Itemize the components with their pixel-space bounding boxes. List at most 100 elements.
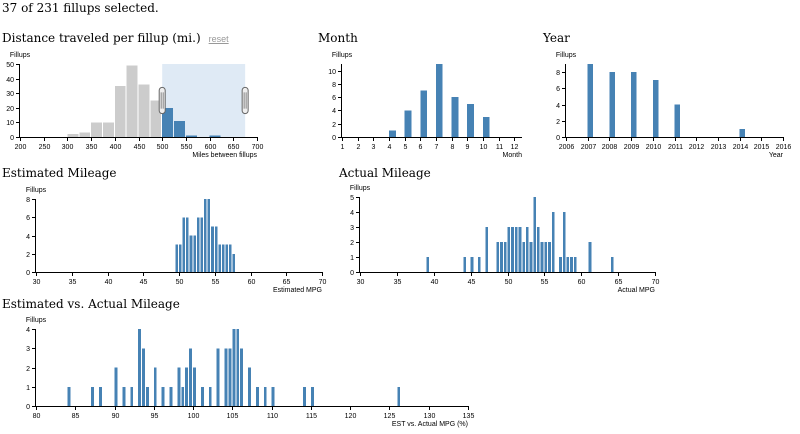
x-tick-label: 125 (384, 413, 396, 420)
bar (525, 227, 529, 272)
y-tick-label: 8 (332, 82, 336, 89)
bar (514, 227, 518, 272)
bar (207, 199, 211, 272)
bar (185, 135, 197, 137)
bar (467, 103, 475, 137)
chart-title-actual: Actual Mileage (339, 166, 431, 180)
x-tick-label: 30 (33, 279, 41, 286)
x-tick-label: 500 (157, 144, 169, 151)
bar (652, 80, 659, 137)
bar (228, 348, 232, 406)
x-tick-label: 65 (615, 279, 623, 286)
bar (153, 367, 157, 406)
x-tick-label: 2014 (733, 144, 749, 151)
bar (271, 386, 275, 406)
x-tick-label: 2012 (689, 144, 705, 151)
y-tick-label: 3 (26, 346, 30, 353)
brush-handle[interactable] (241, 86, 249, 115)
bar (739, 128, 746, 137)
bar (90, 386, 94, 406)
x-tick-label: 2006 (559, 144, 575, 151)
bar (522, 242, 525, 272)
x-tick-label: 650 (228, 144, 240, 151)
bar (248, 367, 251, 406)
x-tick-label: 45 (140, 279, 148, 286)
x-tick-label: 350 (86, 144, 98, 151)
bar (255, 386, 259, 406)
bar (130, 386, 134, 406)
year-chart[interactable]: 2006 2007 2008 2009 2010 2011 2012 2013 2014 2015… (550, 48, 792, 163)
bar (225, 244, 229, 272)
x-tick-label: 200 (15, 144, 27, 151)
x-tick-label: 700 (252, 144, 264, 151)
bar (189, 235, 193, 272)
x-tick-label: 2010 (646, 144, 662, 151)
x-tick-label: 2013 (711, 144, 727, 151)
bar (209, 135, 221, 137)
x-tick-label: 60 (248, 279, 256, 286)
x-tick-label: 30 (357, 279, 365, 286)
bar (122, 386, 126, 406)
y-tick-label: 4 (26, 327, 30, 334)
brush-handle[interactable] (158, 86, 166, 115)
bar (175, 244, 178, 272)
chart-title-year: Year (543, 31, 570, 45)
x-tick-label: 105 (227, 413, 239, 420)
x-axis-label: Estimated MPG (273, 287, 322, 294)
bar (544, 242, 548, 272)
x-tick-label: 12 (511, 144, 519, 151)
selection-status: 37 of 231 fillups selected. (2, 1, 159, 15)
bar (232, 329, 236, 406)
x-tick-label: 120 (345, 413, 357, 420)
x-tick-label: 40 (431, 279, 439, 286)
bar (562, 212, 566, 272)
x-tick-label: 11 (496, 144, 503, 151)
x-tick-label: 9 (466, 144, 470, 151)
y-axis-label: Fillups (350, 185, 371, 192)
x-tick-label: 300 (62, 144, 74, 151)
bar (229, 244, 232, 272)
bar (500, 242, 503, 272)
x-tick-label: 2016 (776, 144, 792, 151)
x-tick-label: 55 (212, 279, 220, 286)
bar (138, 329, 142, 406)
y-tick-label: 8 (26, 197, 30, 204)
bar (218, 244, 221, 272)
bar-background (67, 134, 79, 137)
bar (145, 386, 149, 406)
bar (303, 386, 306, 406)
bar (470, 257, 474, 272)
bar (142, 348, 145, 406)
y-tick-label: 2 (350, 240, 354, 247)
x-tick-label: 400 (110, 144, 122, 151)
y-tick-label: 2 (332, 122, 336, 129)
bar (67, 386, 71, 406)
x-tick-label: 2008 (602, 144, 618, 151)
x-tick-label: 95 (151, 413, 159, 420)
y-tick-label: 2 (26, 366, 30, 373)
bar (609, 72, 615, 137)
x-tick-label: 90 (112, 413, 120, 420)
bar (221, 244, 225, 272)
x-tick-label: 600 (205, 144, 217, 151)
bar (189, 348, 193, 406)
bar (114, 367, 118, 406)
y-tick-label: 0 (350, 270, 354, 277)
reset-link[interactable]: reset (208, 34, 229, 44)
bar (587, 64, 594, 137)
bar (485, 227, 489, 272)
y-tick-label: 0 (26, 404, 30, 411)
x-tick-label: 50 (176, 279, 184, 286)
bar (169, 386, 173, 406)
x-tick-label: 35 (69, 279, 77, 286)
y-tick-label: 6 (556, 86, 560, 93)
bar (193, 235, 196, 272)
bar (388, 130, 396, 137)
x-tick-label: 2011 (668, 144, 683, 151)
bar (224, 348, 228, 406)
